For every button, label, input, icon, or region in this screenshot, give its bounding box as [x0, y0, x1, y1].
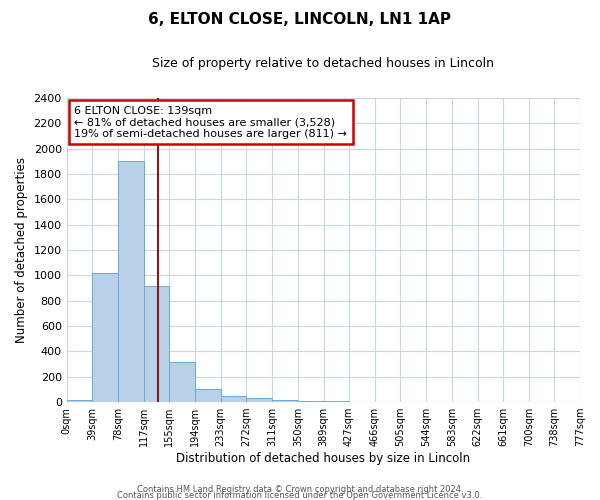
- Y-axis label: Number of detached properties: Number of detached properties: [15, 157, 28, 343]
- Bar: [247, 398, 272, 402]
- Bar: [144, 286, 169, 402]
- Bar: [272, 400, 298, 402]
- Text: Contains public sector information licensed under the Open Government Licence v3: Contains public sector information licen…: [118, 490, 482, 500]
- Text: 6, ELTON CLOSE, LINCOLN, LN1 1AP: 6, ELTON CLOSE, LINCOLN, LN1 1AP: [149, 12, 452, 28]
- Bar: [118, 162, 144, 402]
- Text: Contains HM Land Registry data © Crown copyright and database right 2024.: Contains HM Land Registry data © Crown c…: [137, 484, 463, 494]
- Text: 6 ELTON CLOSE: 139sqm
← 81% of detached houses are smaller (3,528)
19% of semi-d: 6 ELTON CLOSE: 139sqm ← 81% of detached …: [74, 106, 347, 139]
- Bar: [195, 389, 221, 402]
- Bar: [92, 273, 118, 402]
- Bar: [67, 400, 92, 402]
- X-axis label: Distribution of detached houses by size in Lincoln: Distribution of detached houses by size …: [176, 452, 470, 465]
- Title: Size of property relative to detached houses in Lincoln: Size of property relative to detached ho…: [152, 58, 494, 70]
- Bar: [169, 362, 195, 402]
- Bar: [221, 396, 247, 402]
